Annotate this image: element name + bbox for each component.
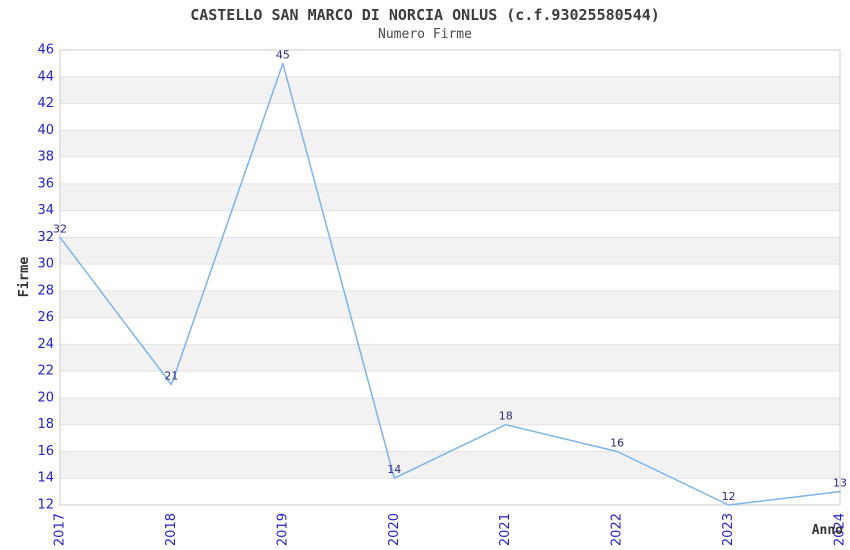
y-tick-label: 38: [37, 150, 54, 165]
plot-band: [60, 344, 840, 372]
y-tick-label: 14: [37, 471, 54, 486]
y-tick-label: 28: [37, 283, 54, 298]
data-label: 21: [164, 370, 178, 383]
y-tick-label: 44: [37, 69, 54, 84]
y-tick-label: 42: [37, 96, 54, 111]
series-line: [59, 62, 841, 506]
plot-band: [60, 451, 840, 479]
x-tick-label: 2021: [498, 513, 513, 546]
data-label: 16: [610, 436, 624, 449]
x-tick-label: 2020: [387, 513, 402, 546]
data-label: 18: [499, 410, 513, 423]
data-label: 13: [833, 477, 847, 490]
data-label: 14: [387, 463, 401, 476]
y-tick-label: 34: [37, 203, 54, 218]
plot-band: [60, 397, 840, 425]
x-tick-label: 2022: [610, 513, 625, 546]
chart-title: CASTELLO SAN MARCO DI NORCIA ONLUS (c.f.…: [190, 6, 660, 24]
plot-band: [60, 130, 840, 158]
y-tick-label: 18: [37, 417, 54, 432]
plot-band: [60, 183, 840, 211]
y-tick-label: 40: [37, 123, 54, 138]
x-tick-label: 2024: [833, 513, 848, 546]
x-axis-title: Anno: [811, 523, 843, 538]
x-tick-label: 2018: [164, 513, 179, 546]
plot-band: [60, 76, 840, 104]
data-label: 45: [276, 48, 290, 61]
y-tick-label: 20: [37, 390, 54, 405]
data-label: 12: [722, 490, 736, 503]
y-tick-label: 12: [37, 498, 54, 513]
chart-subtitle: Numero Firme: [378, 27, 472, 42]
y-tick-label: 36: [37, 176, 54, 191]
x-tick-label: 2017: [53, 513, 68, 546]
plot-band: [60, 237, 840, 265]
y-tick-label: 32: [37, 230, 54, 245]
y-tick-label: 26: [37, 310, 54, 325]
x-tick-label: 2023: [721, 513, 736, 546]
plot-band: [60, 290, 840, 318]
y-tick-label: 46: [37, 43, 54, 58]
x-tick-label: 2019: [275, 513, 290, 546]
data-label: 32: [53, 222, 67, 235]
plot-border: [59, 49, 841, 506]
y-tick-label: 30: [37, 257, 54, 272]
y-tick-label: 22: [37, 364, 54, 379]
y-tick-label: 24: [37, 337, 54, 352]
y-tick-label: 16: [37, 444, 54, 459]
